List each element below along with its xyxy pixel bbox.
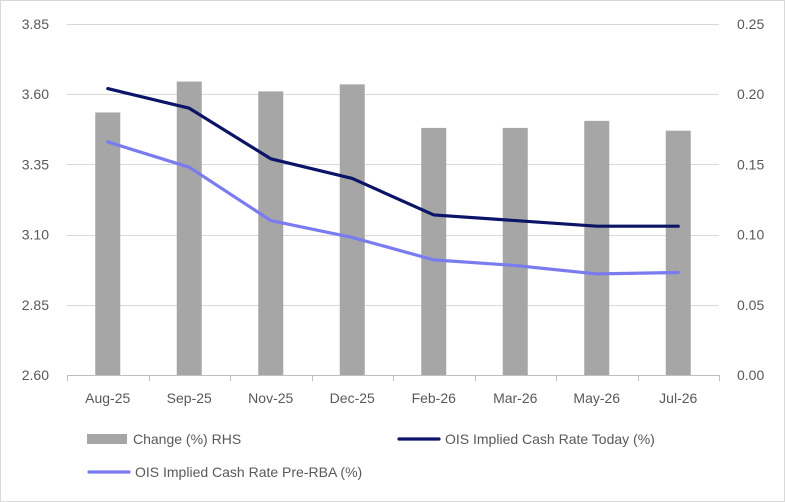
x-axis-ticks: Aug-25 Sep-25 Nov-25 Dec-25 Feb-26 Mar-26 May-… xyxy=(85,390,697,406)
x-axis-tick-label: Aug-25 xyxy=(85,390,130,406)
left-axis-tick-label: 2.60 xyxy=(22,367,49,383)
right-axis-tick-label: 0.25 xyxy=(737,16,764,32)
x-axis-tick-label: Feb-26 xyxy=(412,390,457,406)
right-axis-tick-label: 0.05 xyxy=(737,297,764,313)
left-axis-tick-label: 2.85 xyxy=(22,297,49,313)
left-axis-tick-label: 3.85 xyxy=(22,16,49,32)
left-axis-tick-label: 3.35 xyxy=(22,156,49,172)
x-axis-tick-label: Sep-25 xyxy=(167,390,212,406)
x-axis-tick-label: Jul-26 xyxy=(659,390,697,406)
legend-swatch-bar xyxy=(87,434,127,444)
bar xyxy=(339,84,365,375)
bar xyxy=(665,130,691,375)
right-axis-tick-label: 0.20 xyxy=(737,86,764,102)
legend-label: OIS Implied Cash Rate Today (%) xyxy=(445,431,655,447)
bar xyxy=(176,81,202,376)
right-axis-tick-label: 0.00 xyxy=(737,367,764,383)
legend-label: OIS Implied Cash Rate Pre-RBA (%) xyxy=(135,464,362,480)
axes xyxy=(67,375,720,381)
right-axis-tick-label: 0.10 xyxy=(737,227,764,243)
x-axis-tick-label: Mar-26 xyxy=(493,390,538,406)
legend-label: Change (%) RHS xyxy=(133,431,241,447)
x-axis-tick-label: Nov-25 xyxy=(248,390,293,406)
bar-series xyxy=(95,81,691,376)
bar xyxy=(421,127,447,376)
gridlines xyxy=(67,24,719,306)
bar xyxy=(95,112,121,376)
left-axis-tick-label: 3.60 xyxy=(22,86,49,102)
series-line xyxy=(106,86,680,228)
right-axis-ticks: 0.25 0.20 0.15 0.10 0.05 0.00 xyxy=(737,16,764,383)
x-axis-tick-label: Dec-25 xyxy=(330,390,375,406)
series-line xyxy=(106,140,680,276)
left-axis-ticks: 3.85 3.60 3.35 3.10 2.85 2.60 xyxy=(22,16,49,383)
left-axis-tick-label: 3.10 xyxy=(22,227,49,243)
line-series xyxy=(106,86,680,276)
right-axis-tick-label: 0.15 xyxy=(737,156,764,172)
bar xyxy=(584,120,610,375)
bar xyxy=(258,91,284,375)
x-axis-tick-label: May-26 xyxy=(573,390,620,406)
legend: Change (%) RHS OIS Implied Cash Rate Toda… xyxy=(87,431,655,480)
bar xyxy=(502,127,528,376)
